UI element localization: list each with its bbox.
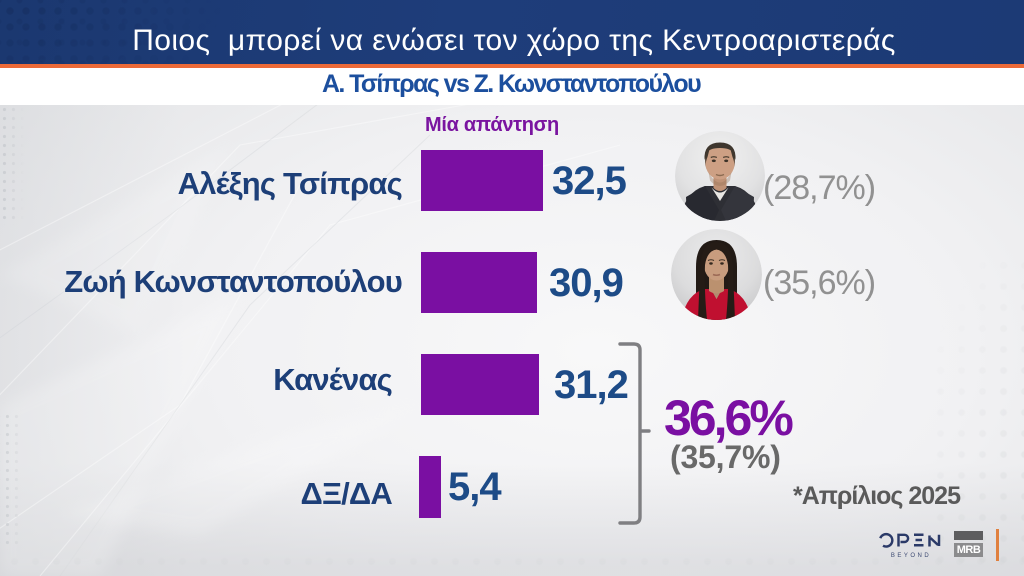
svg-text:BEYOND: BEYOND xyxy=(891,553,931,559)
